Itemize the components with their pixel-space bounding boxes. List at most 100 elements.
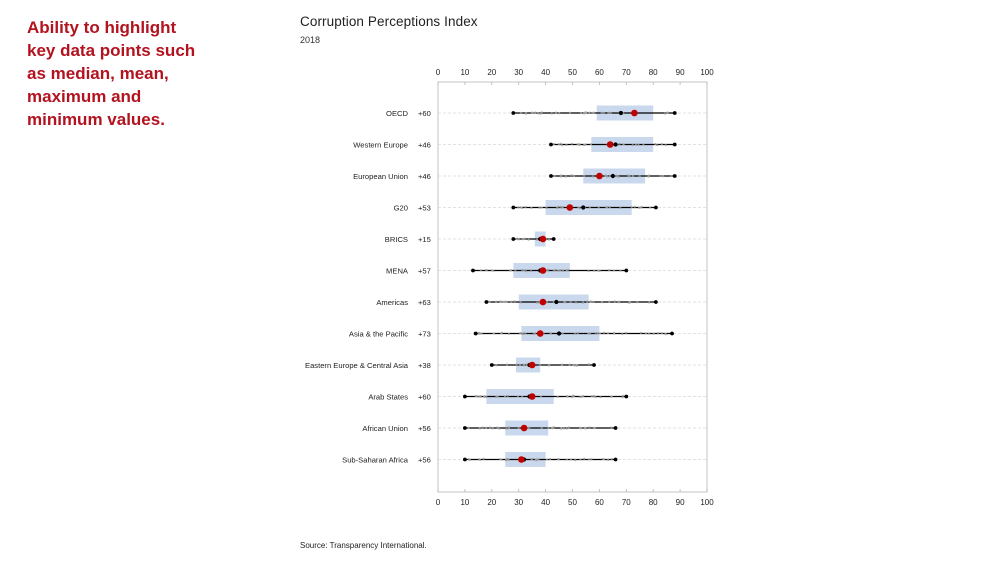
country-point bbox=[560, 174, 563, 177]
country-point bbox=[557, 205, 560, 208]
mean-point bbox=[539, 298, 547, 306]
category-label: Americas bbox=[376, 298, 408, 307]
country-point bbox=[560, 427, 563, 430]
country-point bbox=[518, 363, 522, 367]
country-point bbox=[613, 300, 616, 303]
country-point bbox=[590, 395, 593, 398]
country-point bbox=[480, 332, 483, 335]
country-point bbox=[565, 458, 568, 461]
x-tick-label-bottom: 70 bbox=[622, 498, 631, 507]
country-point bbox=[523, 269, 526, 272]
country-point bbox=[561, 332, 564, 335]
country-point bbox=[608, 269, 611, 272]
country-point bbox=[545, 458, 549, 461]
category-label: OECD bbox=[386, 109, 408, 118]
x-tick-label-bottom: 50 bbox=[568, 498, 577, 507]
country-point bbox=[552, 426, 556, 429]
median-point bbox=[613, 142, 618, 147]
category-label: European Union bbox=[353, 172, 408, 181]
country-point bbox=[531, 111, 534, 115]
country-point bbox=[660, 143, 663, 146]
country-point bbox=[478, 458, 481, 461]
country-point bbox=[529, 270, 532, 273]
min-point bbox=[511, 111, 516, 115]
country-point bbox=[652, 332, 655, 335]
country-point bbox=[594, 331, 597, 335]
country-point bbox=[589, 332, 592, 336]
mean-point bbox=[518, 456, 525, 463]
country-point bbox=[525, 112, 528, 115]
country-point bbox=[507, 426, 510, 429]
country-point bbox=[558, 112, 561, 115]
max-point bbox=[653, 205, 658, 210]
country-point bbox=[587, 363, 591, 366]
country-point bbox=[619, 269, 622, 272]
country-point bbox=[649, 206, 652, 209]
x-tick-label-bottom: 40 bbox=[541, 498, 550, 507]
country-point bbox=[654, 142, 657, 146]
country-point bbox=[514, 269, 517, 272]
country-point bbox=[584, 426, 587, 429]
country-point bbox=[505, 459, 508, 462]
country-point bbox=[619, 206, 622, 210]
country-point bbox=[659, 174, 662, 177]
mean-point bbox=[539, 267, 547, 274]
x-tick-label-bottom: 30 bbox=[514, 498, 523, 507]
country-point bbox=[539, 112, 542, 115]
country-point bbox=[502, 300, 506, 304]
country-point bbox=[597, 206, 600, 209]
country-point bbox=[492, 332, 495, 335]
country-point bbox=[491, 427, 494, 430]
country-point bbox=[612, 269, 616, 272]
country-point bbox=[602, 111, 605, 115]
mean-point bbox=[631, 109, 638, 117]
country-point bbox=[657, 331, 660, 335]
country-point bbox=[579, 111, 583, 115]
x-tick-label-top: 50 bbox=[568, 68, 577, 77]
country-point bbox=[587, 332, 590, 335]
country-point bbox=[496, 426, 499, 429]
x-tick-label-top: 100 bbox=[700, 68, 714, 77]
country-point bbox=[534, 111, 537, 114]
mean-point bbox=[596, 172, 603, 180]
country-point bbox=[554, 111, 558, 114]
country-point bbox=[549, 457, 552, 461]
country-point bbox=[583, 112, 586, 115]
max-point bbox=[551, 237, 556, 241]
country-point bbox=[587, 270, 590, 273]
category-count: +56 bbox=[418, 424, 431, 433]
country-point bbox=[530, 457, 533, 461]
country-point bbox=[621, 396, 624, 399]
country-point bbox=[499, 458, 502, 461]
country-point bbox=[521, 395, 524, 398]
max-point bbox=[592, 363, 596, 367]
max-point bbox=[613, 426, 618, 430]
country-point bbox=[565, 427, 568, 430]
country-point bbox=[610, 395, 613, 398]
mean-point bbox=[566, 204, 574, 211]
country-point bbox=[476, 395, 479, 398]
country-point bbox=[606, 175, 609, 178]
mean-point bbox=[539, 235, 547, 243]
country-point bbox=[498, 427, 501, 430]
country-point bbox=[606, 458, 610, 461]
country-point bbox=[642, 143, 645, 146]
median-point bbox=[554, 299, 559, 305]
country-point bbox=[500, 332, 503, 335]
country-point bbox=[523, 237, 526, 240]
category-count: +73 bbox=[418, 330, 431, 339]
country-point bbox=[522, 363, 526, 366]
country-point bbox=[606, 205, 609, 209]
country-point bbox=[519, 111, 523, 114]
min-point bbox=[489, 363, 494, 367]
country-point bbox=[639, 331, 642, 334]
country-point bbox=[638, 175, 641, 178]
x-tick-label-bottom: 10 bbox=[460, 498, 469, 507]
country-point bbox=[556, 395, 559, 398]
country-point bbox=[631, 174, 634, 178]
country-point bbox=[664, 332, 667, 336]
max-point bbox=[672, 142, 677, 147]
country-point bbox=[588, 206, 591, 209]
x-tick-label-top: 80 bbox=[649, 68, 658, 77]
country-point bbox=[532, 333, 535, 336]
